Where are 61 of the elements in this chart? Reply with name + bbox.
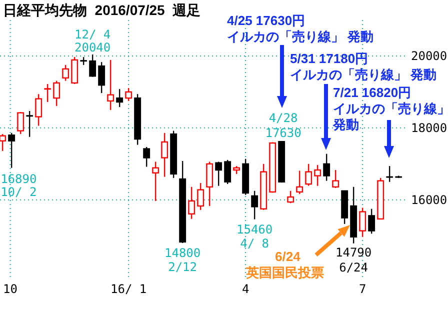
- candlestick: [323, 153, 330, 182]
- candlestick: [188, 186, 196, 220]
- candlestick: [385, 165, 394, 182]
- annotation: 4/ 8: [240, 236, 270, 250]
- x-tick-label: 4: [242, 282, 250, 296]
- candlestick: [314, 164, 322, 186]
- annotation: 発動: [332, 117, 359, 132]
- candlestick: [116, 88, 124, 108]
- candlestick: [368, 208, 376, 234]
- annotation: 16890: [0, 172, 37, 186]
- candlestick: [43, 83, 52, 103]
- candlestick: [71, 56, 78, 85]
- candlestick: [8, 132, 16, 168]
- candlestick: [224, 159, 232, 185]
- annotation: 15460: [236, 222, 273, 236]
- annotation: イルカの「売り線」: [333, 101, 448, 116]
- candlestick: [359, 207, 366, 238]
- annotation: 7/21 16820円: [333, 85, 412, 100]
- y-tick-label: 18000: [411, 120, 448, 135]
- annotation: イルカの「売り線」 発動: [227, 29, 374, 44]
- annotation: イルカの「売り線」 発動: [290, 67, 437, 82]
- annotation: 10/ 2: [0, 184, 37, 199]
- x-tick-label: 7: [358, 282, 366, 296]
- candlestick: [197, 182, 204, 211]
- candlestick: [305, 163, 312, 186]
- annotation: 5/31 17180円: [290, 51, 368, 66]
- chart-title: 日経平均先物 2016/07/25 週足: [3, 2, 201, 18]
- annotation: 6/24: [339, 260, 368, 274]
- y-tick-label: 16000: [411, 192, 448, 207]
- annotation: 2/12: [168, 260, 198, 274]
- candlestick: [161, 132, 168, 178]
- candlestick: [0, 133, 6, 152]
- candlestick: [25, 110, 34, 138]
- annotation: 英国国民投票: [245, 265, 324, 280]
- candlestick: [62, 64, 70, 82]
- annotation: 20040: [74, 40, 111, 55]
- y-tick-label: 20000: [411, 48, 448, 63]
- annotation: 4/25 17630円: [227, 13, 306, 28]
- annotation: 14800: [164, 246, 201, 260]
- candlestick: [251, 190, 258, 220]
- candlestick: [152, 161, 160, 202]
- candlestick: [107, 59, 114, 111]
- candlestick: [89, 54, 96, 78]
- candlestick: [98, 61, 106, 94]
- candlestick: [206, 161, 214, 207]
- annotation: 17630: [265, 126, 302, 140]
- candlestick: [287, 190, 294, 204]
- x-tick-label: 10: [3, 282, 18, 296]
- candlestick: [35, 94, 42, 126]
- candlestick: [215, 161, 222, 186]
- candlestick: [332, 169, 340, 189]
- annotation: 12/ 4: [74, 28, 111, 42]
- annotation: 14790: [336, 245, 372, 260]
- candlestick: [53, 80, 60, 107]
- x-tick-label: 16/ 1: [110, 282, 147, 296]
- candlestick: [17, 111, 24, 135]
- candlestick: [296, 170, 304, 195]
- candlestick: [125, 87, 132, 102]
- annotation: 6/24: [275, 249, 302, 264]
- candlestick: [143, 146, 150, 168]
- annotation: 4/28: [268, 111, 298, 126]
